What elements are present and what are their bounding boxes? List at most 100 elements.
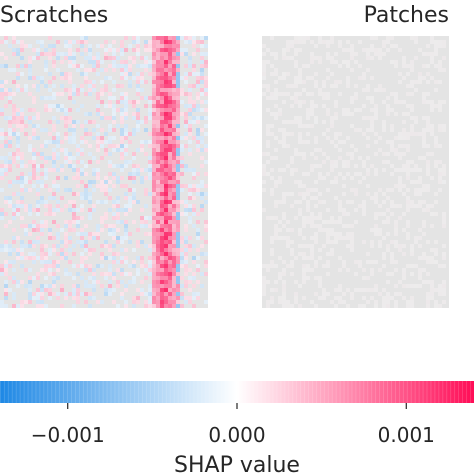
heatmap-cell <box>374 116 378 120</box>
heatmap-cell <box>88 216 92 220</box>
heatmap-cell <box>398 180 402 184</box>
heatmap-cell <box>144 216 148 220</box>
heatmap-cell <box>434 288 438 292</box>
heatmap-cell <box>68 248 72 252</box>
heatmap-cell <box>160 92 164 96</box>
heatmap-cell <box>338 64 342 68</box>
heatmap-cell <box>176 156 180 160</box>
heatmap-cell <box>176 36 180 40</box>
heatmap-cell <box>8 100 12 104</box>
heatmap-cell <box>72 60 76 64</box>
heatmap-cell <box>156 152 160 156</box>
heatmap-cell <box>148 192 152 196</box>
heatmap-cell <box>180 248 184 252</box>
heatmap-cell <box>152 172 156 176</box>
heatmap-cell <box>152 240 156 244</box>
heatmap-cell <box>168 212 172 216</box>
heatmap-cell <box>338 296 342 300</box>
heatmap-cell <box>160 52 164 56</box>
heatmap-cell <box>362 48 366 52</box>
heatmap-cell <box>100 140 104 144</box>
heatmap-cell <box>434 260 438 264</box>
heatmap-cell <box>152 204 156 208</box>
colorbar-stripe <box>142 381 143 403</box>
heatmap-cell <box>430 104 434 108</box>
colorbar-stripe <box>288 381 290 403</box>
heatmap-cell <box>136 300 140 304</box>
heatmap-cell <box>148 164 152 168</box>
heatmap-cell <box>168 176 172 180</box>
heatmap-cell <box>36 300 40 304</box>
heatmap-cell <box>204 80 208 84</box>
heatmap-cell <box>80 172 84 176</box>
heatmap-cell <box>132 104 136 108</box>
heatmap-cell <box>104 240 108 244</box>
heatmap-cell <box>44 140 48 144</box>
heatmap-cell <box>386 300 390 304</box>
heatmap-cell <box>20 156 24 160</box>
heatmap-cell <box>136 64 140 68</box>
heatmap-cell <box>192 256 196 260</box>
heatmap-cell <box>426 100 430 104</box>
heatmap-cell <box>120 144 124 148</box>
heatmap-cell <box>136 228 140 232</box>
heatmap-cell <box>64 120 68 124</box>
heatmap-cell <box>180 296 184 300</box>
heatmap-cell <box>298 92 302 96</box>
heatmap-cell <box>120 52 124 56</box>
colorbar-stripe <box>55 381 57 403</box>
heatmap-cell <box>156 228 160 232</box>
heatmap-cell <box>48 108 52 112</box>
heatmap-cell <box>108 256 112 260</box>
heatmap-cell <box>394 44 398 48</box>
heatmap-cell <box>24 232 28 236</box>
heatmap-cell <box>334 100 338 104</box>
heatmap-cell <box>298 180 302 184</box>
heatmap-cell <box>140 168 144 172</box>
heatmap-cell <box>290 228 294 232</box>
heatmap-cell <box>132 164 136 168</box>
heatmap-cell <box>124 112 128 116</box>
heatmap-cell <box>96 136 100 140</box>
heatmap-cell <box>334 104 338 108</box>
heatmap-cell <box>32 116 36 120</box>
heatmap-cell <box>164 116 168 120</box>
heatmap-cell <box>132 248 136 252</box>
heatmap-cell <box>322 40 326 44</box>
heatmap-cell <box>426 168 430 172</box>
heatmap-cell <box>8 260 12 264</box>
heatmap-cell <box>342 112 346 116</box>
heatmap-cell <box>36 212 40 216</box>
heatmap-cell <box>310 236 314 240</box>
heatmap-cell <box>172 152 176 156</box>
heatmap-cell <box>28 284 32 288</box>
heatmap-cell <box>68 152 72 156</box>
heatmap-cell <box>148 40 152 44</box>
heatmap-cell <box>88 132 92 136</box>
heatmap-cell <box>414 88 418 92</box>
heatmap-cell <box>0 40 4 44</box>
heatmap-cell <box>314 304 318 308</box>
heatmap-cell <box>24 224 28 228</box>
heatmap-cell <box>322 176 326 180</box>
heatmap-cell <box>84 172 88 176</box>
heatmap-cell <box>192 244 196 248</box>
heatmap-cell <box>28 208 32 212</box>
heatmap-cell <box>128 280 132 284</box>
heatmap-cell <box>282 216 286 220</box>
heatmap-cell <box>84 112 88 116</box>
heatmap-cell <box>398 176 402 180</box>
heatmap-cell <box>278 300 282 304</box>
heatmap-cell <box>164 224 168 228</box>
heatmap-cell <box>326 128 330 132</box>
heatmap-cell <box>164 228 168 232</box>
heatmap-cell <box>124 132 128 136</box>
heatmap-cell <box>196 144 200 148</box>
heatmap-cell <box>172 204 176 208</box>
heatmap-cell <box>100 60 104 64</box>
heatmap-cell <box>44 176 48 180</box>
heatmap-cell <box>168 72 172 76</box>
heatmap-cell <box>72 64 76 68</box>
heatmap-cell <box>76 264 80 268</box>
heatmap-cell <box>172 188 176 192</box>
